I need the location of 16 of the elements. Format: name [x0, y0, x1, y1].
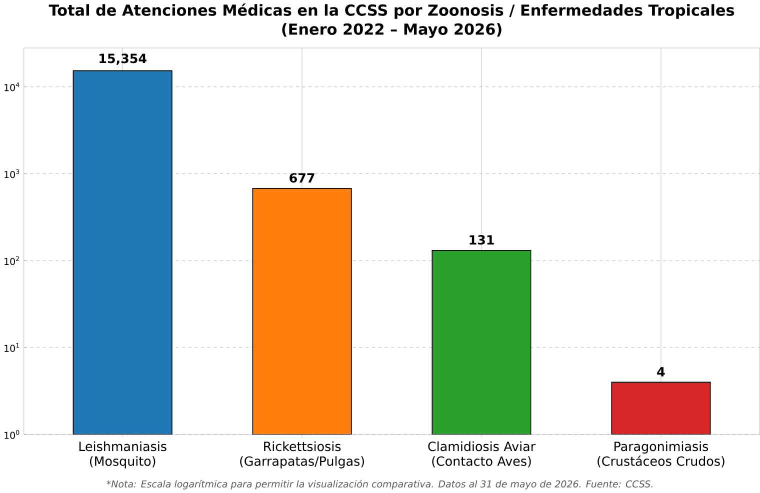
chart-subtitle: (Enero 2022 – Mayo 2026)	[282, 23, 502, 38]
data-label: 677	[290, 173, 314, 183]
y-tick-label: 10$^{0}$	[4, 430, 20, 439]
data-label: 4	[657, 367, 665, 376]
chart-title: Total de Atenciones Médicas en la CCSS por Zoonosis / Enfermedades Tropicales	[48, 4, 734, 19]
data-label: 15,354	[100, 54, 146, 65]
y-tick-label: 10$^{1}$	[4, 343, 20, 352]
text: *Nota: Escala logarítmica para permitir la visualización comparativa. Datos al 31 de mayo de 2026. Fuente: CCSS.	[106, 480, 652, 490]
x-tick-label: Leishmaniasis (Mosquito)	[79, 441, 166, 468]
data-label: 131	[470, 235, 494, 245]
y-tick-label: 10$^{4}$	[4, 82, 20, 92]
x-tick-label: Clamidiosis Aviar (Contacto Aves)	[428, 441, 536, 468]
y-tick-label: 10$^{3}$	[4, 169, 20, 178]
x-tick-label: Paragonimiasis (Crustáceos Crudos)	[598, 441, 724, 468]
x-tick-label: Rickettsiosis (Garrapatas/Pulgas)	[240, 441, 364, 468]
y-tick-label: 10$^{2}$	[4, 256, 19, 266]
